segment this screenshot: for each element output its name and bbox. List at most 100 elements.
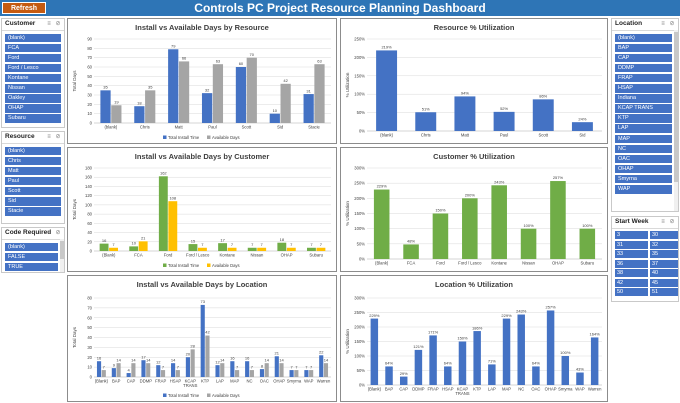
bar: [314, 64, 325, 123]
data-label: 7: [162, 364, 165, 369]
clear-filter-icon[interactable]: ⊘: [55, 230, 61, 236]
slicer-item[interactable]: 30: [650, 231, 678, 239]
x-tick-label: Ford / Lesco: [458, 261, 482, 266]
slicer-item[interactable]: Kontane: [5, 73, 61, 83]
slicer-item[interactable]: BAP: [615, 43, 672, 53]
bar: [235, 370, 240, 377]
x-tick-label: OHAP: [552, 261, 564, 266]
slicer-item[interactable]: Scott: [5, 186, 61, 196]
slicer-item[interactable]: OHAP: [5, 104, 61, 113]
x-tick-label: HSAP: [170, 379, 182, 384]
slicer-item[interactable]: OHAP: [615, 164, 672, 174]
slicer-item[interactable]: Subaru: [5, 114, 61, 123]
data-label: 18: [137, 100, 142, 105]
slicer-item[interactable]: FCA: [5, 43, 61, 53]
slicer-item[interactable]: OAC: [615, 154, 672, 164]
data-label: 243%: [494, 179, 505, 184]
slicer-item[interactable]: Nissan: [5, 84, 61, 93]
clear-filter-icon[interactable]: ⊘: [55, 21, 61, 27]
slicer-item[interactable]: DDMP: [615, 63, 672, 73]
slicer-title: Resource: [5, 133, 35, 140]
slicer-item[interactable]: (blank): [5, 33, 61, 43]
slicer-item[interactable]: 32: [650, 240, 678, 249]
x-tick-label: KTP: [473, 387, 481, 392]
multi-select-icon[interactable]: ≡: [47, 230, 51, 236]
slicer-item[interactable]: 50: [615, 288, 648, 296]
y-tick-label: 30: [87, 93, 92, 98]
scrollbar-thumb[interactable]: [674, 32, 678, 182]
multi-select-icon[interactable]: ≡: [47, 21, 51, 27]
x-tick-label: Ford: [436, 261, 445, 266]
bar: [111, 368, 116, 377]
clear-filter-icon[interactable]: ⊘: [55, 134, 61, 140]
slicer-item[interactable]: NC: [615, 144, 672, 154]
slicer-item[interactable]: Smyrna: [615, 174, 672, 184]
slicer-item[interactable]: FALSE: [5, 252, 58, 262]
slicer-item[interactable]: 37: [650, 259, 678, 268]
slicer-item[interactable]: 38: [615, 269, 648, 277]
slicer-item[interactable]: Paul: [5, 176, 61, 186]
slicer-item[interactable]: Ford: [5, 53, 61, 63]
slicer-item[interactable]: 36: [615, 259, 648, 268]
bar: [168, 201, 178, 251]
location-utilization-chart: Location % Utilization % Utilization 0% 50%…: [345, 280, 602, 396]
refresh-button[interactable]: Refresh: [2, 2, 46, 14]
slicer-item[interactable]: WAP: [615, 185, 672, 194]
slicer-item[interactable]: (blank): [5, 242, 58, 252]
data-label: 51%: [422, 106, 430, 111]
data-label: 4: [128, 367, 131, 372]
slicer-item[interactable]: 35: [650, 250, 678, 258]
bar: [131, 363, 136, 377]
slicer-item[interactable]: HSAP: [615, 84, 672, 93]
slicer-header: Code Required ≡ ⊘: [2, 228, 64, 240]
slicer-item[interactable]: CAP: [615, 53, 672, 63]
data-label: 219%: [381, 45, 392, 50]
clear-filter-icon[interactable]: ⊘: [669, 219, 675, 225]
bar: [303, 94, 314, 123]
slicer-item[interactable]: FRAP: [615, 73, 672, 83]
slicer-item[interactable]: (blank): [5, 146, 61, 156]
bar: [257, 247, 267, 251]
slicer-item[interactable]: MAP: [615, 134, 672, 144]
bar: [458, 341, 467, 385]
scrollbar-thumb[interactable]: [60, 241, 64, 259]
slicer-item[interactable]: Chris: [5, 156, 61, 166]
multi-select-icon[interactable]: ≡: [661, 219, 665, 225]
y-tick-label: 20: [87, 239, 92, 244]
slicer-item[interactable]: 51: [650, 288, 678, 296]
slicer-item[interactable]: 33: [615, 250, 648, 258]
slicer-item[interactable]: (blank): [615, 33, 672, 43]
multi-select-icon[interactable]: ≡: [47, 134, 51, 140]
multi-select-icon[interactable]: ≡: [661, 21, 665, 27]
data-label: 64%: [444, 361, 452, 366]
slicer-item[interactable]: Indiana: [615, 94, 672, 103]
slicer-item[interactable]: Sid: [5, 197, 61, 206]
data-label: 16: [230, 355, 235, 360]
slicer-title: Customer: [5, 20, 36, 27]
slicer-title: Location: [615, 20, 643, 27]
slicer-item[interactable]: LAP: [615, 124, 672, 133]
slicer-item[interactable]: TRUE: [5, 262, 58, 272]
slicer-item[interactable]: Matt: [5, 166, 61, 176]
data-label: 100%: [560, 350, 571, 355]
bar: [146, 363, 151, 377]
bar: [200, 304, 205, 377]
slicer-item[interactable]: 31: [615, 240, 648, 249]
slicer-item[interactable]: KTP: [615, 114, 672, 123]
slicer-scrollbar[interactable]: [60, 239, 64, 272]
bar: [100, 90, 111, 123]
y-tick-label: 60: [87, 221, 92, 226]
data-label: 257%: [545, 305, 556, 310]
slicer-item[interactable]: 3: [615, 231, 648, 239]
clear-filter-icon[interactable]: ⊘: [669, 21, 675, 27]
slicer-item[interactable]: Ford / Lesco: [5, 63, 61, 73]
slicer-item[interactable]: 40: [650, 269, 678, 277]
slicer-item[interactable]: 45: [650, 278, 678, 287]
bar: [126, 373, 131, 377]
slicer-item[interactable]: 42: [615, 278, 648, 287]
slicer-item[interactable]: Oakley: [5, 94, 61, 103]
slicer-item[interactable]: KCAP TRANS: [615, 104, 672, 113]
bar: [245, 361, 250, 377]
slicer-scrollbar[interactable]: [674, 30, 678, 211]
slicer-item[interactable]: Stacie: [5, 207, 61, 216]
